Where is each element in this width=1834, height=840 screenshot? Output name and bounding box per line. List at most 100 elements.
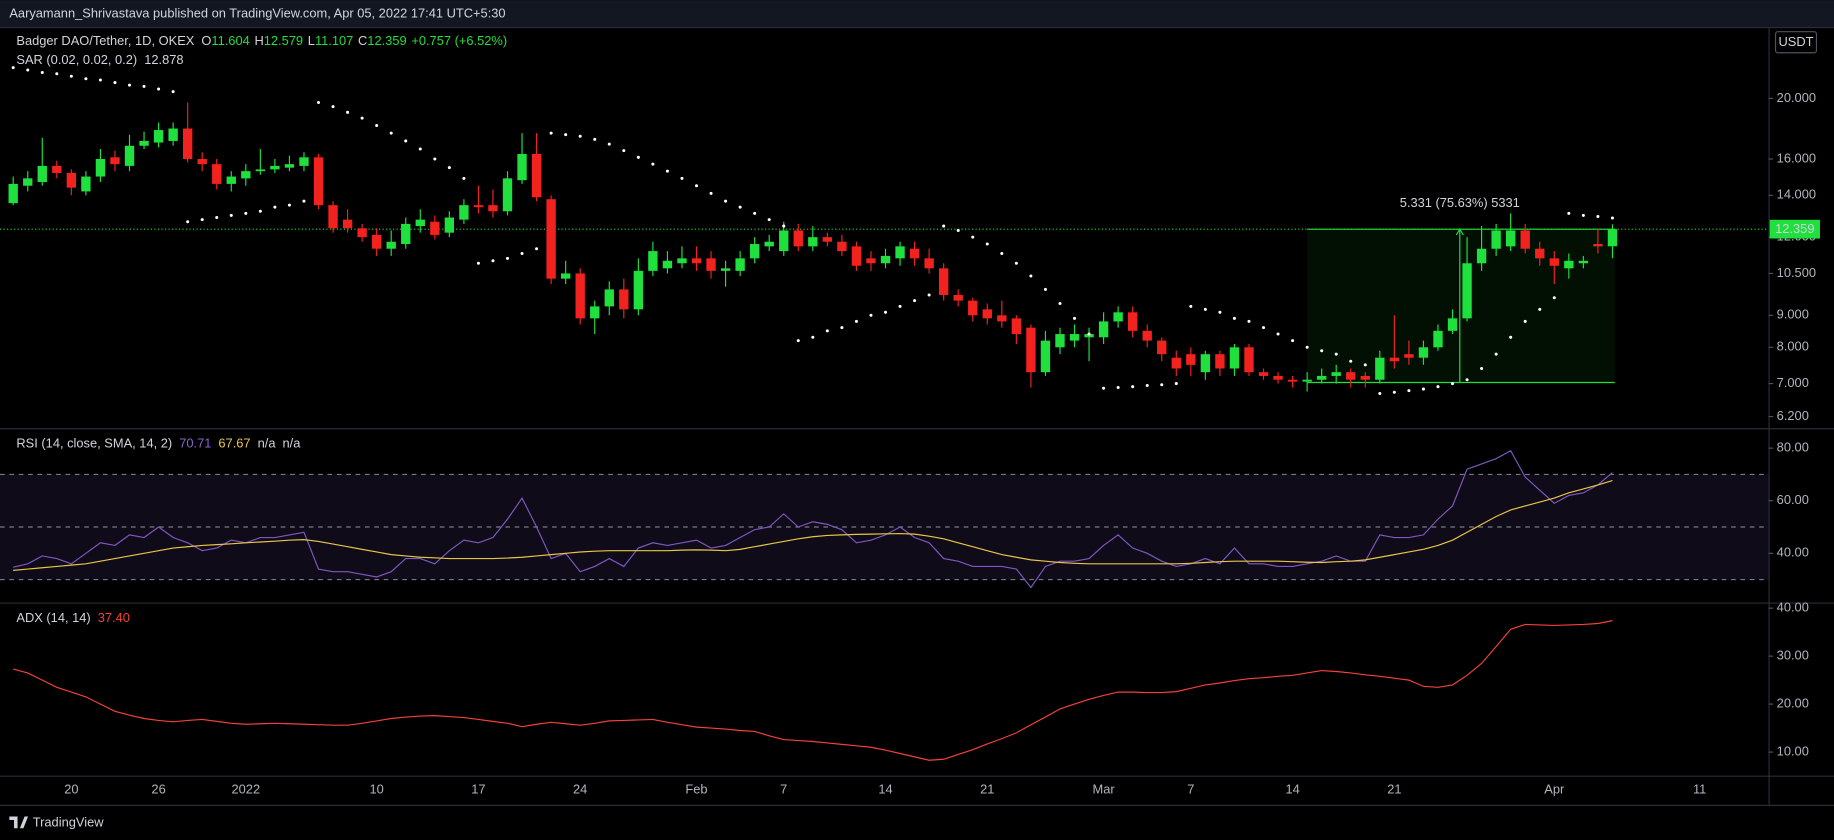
sar-dot <box>302 199 306 203</box>
candle-body <box>1273 375 1283 380</box>
candle-body <box>531 153 542 198</box>
y-tick-label: 10.500 <box>1777 265 1816 280</box>
sar-dot <box>869 313 873 317</box>
sar-dot <box>1145 384 1149 388</box>
sar-dot <box>651 162 655 166</box>
candle-body <box>1171 357 1181 369</box>
sar-dot <box>1305 345 1309 349</box>
candle-body <box>459 205 469 220</box>
candle-body <box>1505 230 1516 247</box>
sar-dot <box>1247 319 1251 323</box>
candle-body <box>153 130 164 143</box>
sar-dot <box>549 131 553 135</box>
sar-dot <box>840 326 844 330</box>
sar-dot <box>1407 389 1411 393</box>
sar-dot <box>40 70 44 75</box>
sar-dot <box>1509 335 1513 339</box>
candle-body <box>1229 347 1240 369</box>
y-tick-label: 16.000 <box>1777 150 1816 165</box>
sar-dot <box>724 199 728 203</box>
sar-dot <box>1596 214 1600 218</box>
candle-body <box>1127 312 1138 331</box>
candle-body <box>488 205 498 212</box>
x-tick-label: 17 <box>471 782 485 797</box>
sar-dot <box>287 203 291 207</box>
sar-dot <box>622 149 626 153</box>
candle-body <box>1040 340 1051 373</box>
y-tick-label: 40.00 <box>1777 545 1809 560</box>
sar-dot <box>404 139 408 143</box>
candle-body <box>1113 312 1123 322</box>
candle-body <box>1360 375 1370 380</box>
sar-dot <box>127 83 132 87</box>
candle-body <box>1389 357 1400 362</box>
candle-body <box>793 230 803 247</box>
candle-body <box>444 217 455 233</box>
sar-value: 12.878 <box>144 52 183 67</box>
candle-body <box>430 221 440 235</box>
sar-dot <box>1276 332 1280 336</box>
sar-dot <box>636 155 640 159</box>
candle-body <box>401 223 411 245</box>
sar-dot <box>898 304 902 308</box>
sar-dot <box>1174 382 1178 386</box>
sar-dot <box>956 228 960 232</box>
price-tag <box>1769 219 1820 239</box>
ohlc-key: C <box>358 34 367 49</box>
sar-dot <box>753 211 757 215</box>
sar-dot <box>738 205 742 209</box>
ohlc-value: 12.359 <box>367 34 406 49</box>
sar-dot <box>1160 383 1164 387</box>
sar-dot <box>505 256 510 260</box>
top-bar <box>0 0 1834 27</box>
sar-dot <box>1116 385 1120 390</box>
sar-dot <box>985 242 989 246</box>
sar-dot <box>433 157 437 161</box>
candle-body <box>1578 260 1589 264</box>
sar-dot <box>200 218 204 222</box>
unit-button[interactable] <box>1774 31 1818 54</box>
sar-dot <box>229 213 233 217</box>
ohlc-value: 12.579 <box>264 34 303 49</box>
sar-dot <box>1480 366 1484 371</box>
candle-body <box>342 219 353 229</box>
sar-dot <box>1189 304 1193 308</box>
legend-value: n/a <box>258 436 277 451</box>
candle-body <box>604 289 614 307</box>
candle-body <box>1491 230 1501 249</box>
rsi-title: RSI (14, close, SMA, 14, 2) <box>16 436 172 451</box>
ohlc-key: O <box>201 34 211 49</box>
sar-dot <box>694 184 699 188</box>
legend-value: 37.40 <box>98 610 130 625</box>
ohlc-value: 11.107 <box>315 34 353 49</box>
candle-body <box>1346 372 1356 380</box>
candle-body <box>168 128 178 141</box>
sar-dot <box>1610 216 1614 220</box>
symbol-legend: Badger DAO/Tether, 1D, OKEX O11.604 H12.57… <box>16 34 507 49</box>
adx-title: ADX (14, 14) <box>16 610 90 625</box>
sar-dot <box>1218 310 1222 314</box>
sar-dot <box>1494 352 1498 356</box>
sar-dot <box>665 169 669 173</box>
sar-dot <box>782 224 786 228</box>
sar-dot <box>244 211 248 215</box>
candle-body <box>255 169 266 172</box>
sar-dot <box>1392 390 1396 394</box>
sar-dot <box>1203 307 1207 311</box>
sar-dot <box>1014 261 1018 265</box>
adx-legend: ADX (14, 14) 37.40 <box>16 610 130 625</box>
candle-body <box>837 241 847 252</box>
sar-dot <box>1072 316 1077 320</box>
sar-dot <box>69 74 73 78</box>
legend-value: n/a <box>283 436 302 451</box>
candle-body <box>851 246 862 266</box>
candle-body <box>1098 321 1109 338</box>
x-tick-label: 2022 <box>232 782 261 797</box>
sar-dot <box>1261 326 1266 330</box>
x-tick-label: 7 <box>1187 782 1194 797</box>
sar-dot <box>1058 301 1062 306</box>
candle-body <box>226 176 236 184</box>
candle-body <box>546 199 556 279</box>
candle-body <box>139 140 149 146</box>
